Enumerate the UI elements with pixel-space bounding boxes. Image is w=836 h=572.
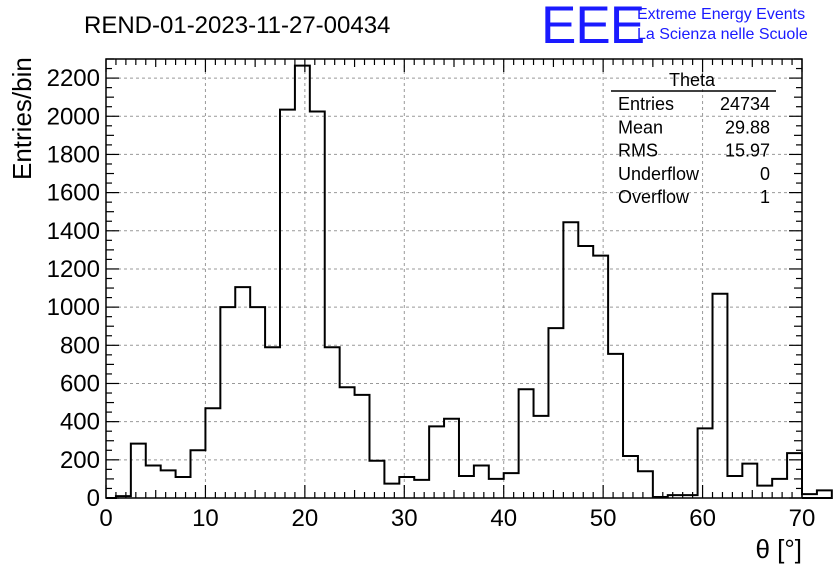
histogram-bin	[325, 347, 340, 498]
histogram-bin	[698, 428, 713, 498]
stats-box: Theta Entries 24734 Mean 29.88 RMS 15.97 Under…	[611, 70, 776, 207]
histogram-bin	[489, 479, 504, 498]
x-tick-label: 50	[590, 505, 617, 532]
histogram-bin	[399, 477, 414, 498]
y-tick-labels: 0 200 400 600 800 1000 1200 1400 1600 1800 2000 220…	[47, 65, 100, 512]
stats-label: Overflow	[618, 187, 690, 207]
x-tick-label: 70	[789, 505, 816, 532]
y-tick-label: 0	[87, 485, 100, 512]
histogram-bin	[757, 486, 772, 498]
x-tick-label: 20	[292, 505, 319, 532]
logo-line2: La Scienza nelle Scuole	[637, 26, 808, 43]
histogram-bin	[742, 464, 757, 498]
y-tick-label: 400	[60, 409, 100, 436]
histogram-bin	[295, 66, 310, 498]
histogram-bin	[146, 466, 161, 498]
histogram-bin	[459, 476, 474, 498]
stats-value: 24734	[720, 94, 770, 114]
y-tick-label: 1600	[47, 180, 100, 207]
y-tick-label: 1200	[47, 256, 100, 283]
histogram-bin	[265, 347, 280, 498]
x-tick-label: 30	[391, 505, 418, 532]
stats-label: Entries	[618, 94, 674, 114]
histogram-bin	[563, 222, 578, 498]
histogram-outline	[106, 64, 833, 499]
stats-value: 1	[760, 187, 770, 207]
histogram-bin	[250, 307, 265, 498]
axis-ticks	[105, 58, 803, 499]
histogram-bin	[220, 307, 235, 498]
histogram-bin	[191, 450, 206, 498]
histogram-bin	[176, 477, 191, 498]
stats-name: Theta	[669, 70, 716, 90]
histogram-bin	[340, 387, 355, 498]
grid-lines	[106, 59, 802, 498]
y-tick-label: 2000	[47, 103, 100, 130]
y-tick-label: 2200	[47, 65, 100, 92]
histogram-bin	[608, 354, 623, 498]
logo-mark: EEE	[541, 0, 644, 55]
x-axis-title: θ [°]	[755, 534, 802, 564]
y-tick-label: 200	[60, 447, 100, 474]
y-tick-label: 1400	[47, 218, 100, 245]
stats-label: RMS	[618, 141, 658, 161]
x-tick-label: 60	[689, 505, 716, 532]
x-tick-labels: 0 10 20 30 40 50 60 70	[99, 505, 815, 532]
x-tick-label: 10	[192, 505, 219, 532]
histogram-bin	[727, 476, 742, 498]
histogram-bin	[131, 444, 146, 498]
y-tick-label: 600	[60, 370, 100, 397]
x-tick-label: 40	[490, 505, 517, 532]
histogram-bin	[638, 471, 653, 498]
histogram-bin	[235, 287, 250, 498]
histogram-bin	[429, 426, 444, 498]
x-tick-label: 0	[99, 505, 112, 532]
chart-title: REND-01-2023-11-27-00434	[84, 12, 390, 39]
histogram-series	[106, 64, 833, 499]
y-tick-label: 800	[60, 332, 100, 359]
histogram-bin	[369, 461, 384, 498]
eee-logo: EEE Extreme Energy Events La Scienza nel…	[541, 0, 808, 55]
histogram-bin	[384, 484, 399, 498]
histogram-bin	[310, 111, 325, 498]
stats-value: 29.88	[725, 117, 770, 137]
histogram-bin	[578, 246, 593, 498]
histogram-bin	[161, 470, 176, 498]
histogram-bin	[444, 419, 459, 498]
stats-value: 0	[760, 164, 770, 184]
histogram-bin	[623, 456, 638, 498]
histogram-bin	[205, 408, 220, 498]
histogram-bin	[280, 110, 295, 498]
y-tick-label: 1000	[47, 294, 100, 321]
stats-label: Mean	[618, 117, 663, 137]
y-axis-title: Entries/bin	[7, 57, 37, 180]
histogram-bin	[817, 490, 832, 498]
histogram-bin	[772, 479, 787, 498]
histogram-bin	[519, 389, 534, 498]
logo-line1: Extreme Energy Events	[637, 6, 805, 23]
histogram-bin	[474, 466, 489, 498]
histogram-bin	[593, 256, 608, 498]
histogram-bin	[548, 328, 563, 498]
histogram-bin	[414, 480, 429, 498]
histogram-bin	[713, 294, 728, 498]
stats-value: 15.97	[725, 141, 770, 161]
histogram-bin	[504, 473, 519, 498]
histogram-bin	[534, 416, 549, 498]
stats-label: Underflow	[618, 164, 700, 184]
histogram-bin	[355, 395, 370, 498]
y-tick-label: 1800	[47, 141, 100, 168]
